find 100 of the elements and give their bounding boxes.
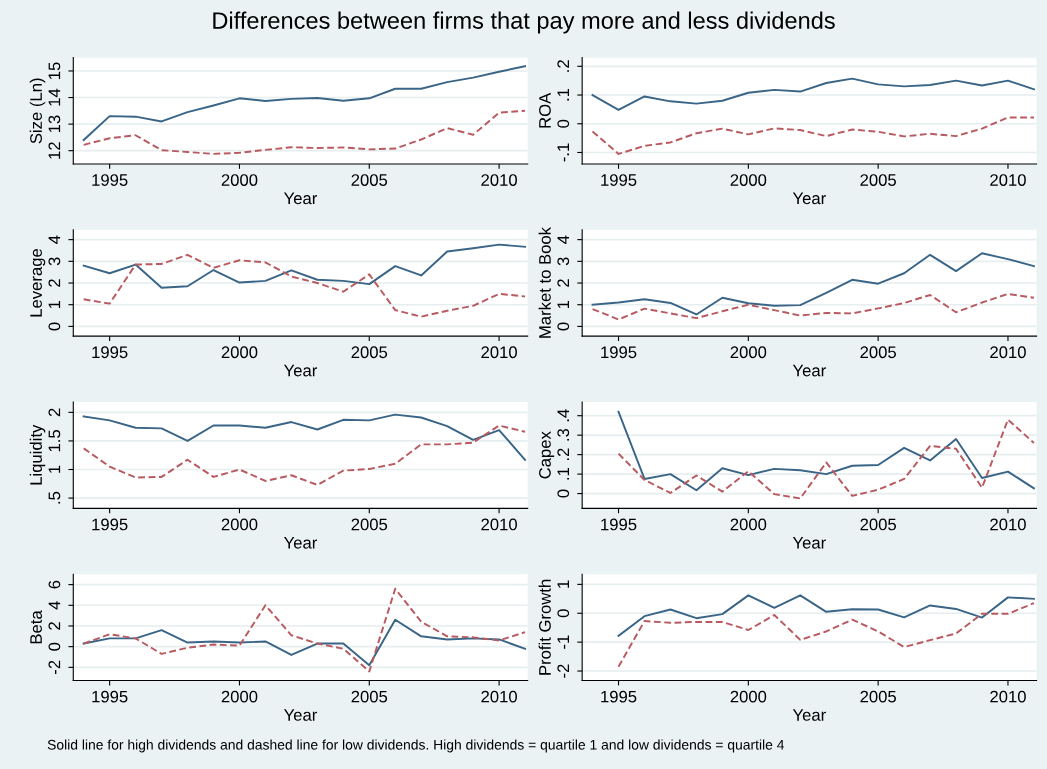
y-tick-label: 1	[557, 300, 569, 309]
y-tick-label: 1	[48, 300, 61, 309]
x-tick-label: 2000	[221, 174, 258, 186]
y-tick-label: .5	[48, 491, 61, 504]
y-tick-label: 15	[48, 62, 61, 79]
x-axis-title: Year	[284, 709, 318, 721]
x-tick-label: 1995	[92, 690, 128, 703]
y-tick-label: .2	[557, 448, 569, 461]
line-series	[617, 602, 1035, 668]
x-axis-title: Year	[792, 192, 826, 205]
x-tick-label: 2005	[860, 518, 896, 531]
y-axis-title: Leverage	[30, 249, 46, 317]
x-tick-label: 2005	[351, 690, 388, 703]
line-series	[591, 77, 1035, 111]
y-tick-label: 4	[48, 601, 61, 610]
line-series	[591, 116, 1035, 155]
y-tick-label: 3	[557, 257, 570, 266]
y-tick-label: 6	[48, 580, 61, 589]
y-tick-label: 0	[557, 119, 570, 128]
line-series	[82, 253, 527, 318]
x-axis-title: Year	[792, 364, 826, 377]
y-tick-label: 2	[48, 408, 61, 417]
y-tick-label: 14	[48, 88, 61, 106]
x-tick-label: 2010	[481, 174, 517, 186]
y-axis-title: Profit Growth	[538, 579, 551, 675]
x-tick-label: 2010	[481, 690, 517, 703]
y-tick-label: 0	[48, 322, 61, 331]
x-tick-label: 2010	[990, 346, 1026, 359]
x-tick-label: 2010	[481, 518, 517, 531]
x-tick-label: 2005	[351, 518, 388, 531]
line-series	[617, 418, 1035, 500]
y-axis-title: Size (Ln)	[29, 78, 46, 144]
x-tick-label: 2000	[730, 174, 767, 186]
x-tick-label: 2000	[221, 346, 258, 359]
line-series	[591, 292, 1035, 321]
y-axis-title: ROA	[539, 92, 551, 128]
x-tick-label: 1995	[601, 346, 637, 359]
x-tick-label: 2005	[351, 174, 388, 186]
y-tick-label: 0	[557, 322, 570, 331]
x-tick-label: 2005	[351, 346, 388, 359]
line-series	[82, 413, 527, 461]
x-tick-label: 2000	[221, 518, 258, 531]
y-tick-label: -.1	[557, 143, 569, 162]
x-tick-label: 2005	[860, 690, 896, 703]
x-tick-label: 1995	[601, 518, 637, 531]
y-tick-label: .1	[557, 467, 569, 480]
x-axis-title: Year	[792, 537, 826, 549]
x-axis-title: Year	[284, 192, 318, 205]
y-tick-label: 0	[557, 489, 570, 498]
y-tick-label: 4	[48, 235, 61, 244]
line-series	[617, 410, 1035, 492]
x-tick-label: 2005	[860, 174, 896, 186]
x-tick-label: 2005	[860, 346, 896, 359]
x-tick-label: 1995	[92, 518, 128, 531]
text: Solid line for high dividends and dashed line for low dividends. High dividends = quartile 1 and low dividends = quartile 4	[47, 739, 785, 753]
y-axis-title: Beta	[30, 610, 42, 644]
y-tick-label: 0	[48, 642, 61, 651]
y-axis-title: Liquidity	[29, 424, 46, 485]
y-tick-label: 1.5	[48, 430, 61, 452]
y-tick-label: -2	[557, 664, 569, 678]
x-tick-label: 2000	[730, 690, 767, 703]
y-tick-label: 2	[48, 279, 61, 287]
x-tick-label: 1995	[601, 690, 637, 703]
line-series	[82, 109, 527, 155]
y-tick-label: 3	[48, 257, 61, 266]
y-tick-label: .2	[557, 60, 569, 72]
x-tick-label: 1995	[601, 174, 637, 186]
x-tick-label: 2000	[730, 346, 767, 359]
y-tick-label: 4	[557, 235, 569, 244]
y-tick-label: 13	[48, 115, 61, 133]
y-tick-label: .1	[557, 88, 569, 101]
line-series	[82, 587, 527, 673]
line-series	[82, 424, 527, 486]
line-series	[591, 252, 1035, 316]
y-tick-label: 2	[48, 622, 61, 630]
y-tick-label: -2	[48, 660, 61, 674]
x-tick-label: 2010	[990, 690, 1026, 703]
line-series	[82, 618, 527, 667]
y-axis-title: Capex	[539, 431, 555, 479]
chart-title: Differences between firms that pay more and less dividends	[213, 11, 835, 34]
y-tick-label: -1	[557, 635, 569, 649]
line-series	[82, 65, 527, 142]
x-axis-title: Year	[792, 709, 826, 721]
y-axis-title: Market to Book	[538, 226, 551, 338]
x-axis-title: Year	[284, 537, 318, 549]
y-tick-label: .4	[557, 409, 569, 422]
x-tick-label: 2010	[990, 518, 1026, 531]
y-tick-label: 2	[557, 279, 569, 287]
y-tick-label: 0	[557, 609, 570, 618]
line-series	[617, 594, 1035, 637]
x-tick-label: 2000	[221, 690, 258, 703]
x-tick-label: 2010	[481, 346, 517, 359]
y-tick-label: .3	[557, 428, 570, 441]
y-tick-label: 1	[557, 580, 569, 588]
x-tick-label: 1995	[92, 174, 128, 186]
line-series	[82, 243, 527, 289]
x-axis-title: Year	[284, 364, 318, 377]
x-tick-label: 2000	[730, 518, 767, 531]
x-tick-label: 2010	[990, 174, 1026, 186]
y-tick-label: 12	[48, 142, 61, 159]
